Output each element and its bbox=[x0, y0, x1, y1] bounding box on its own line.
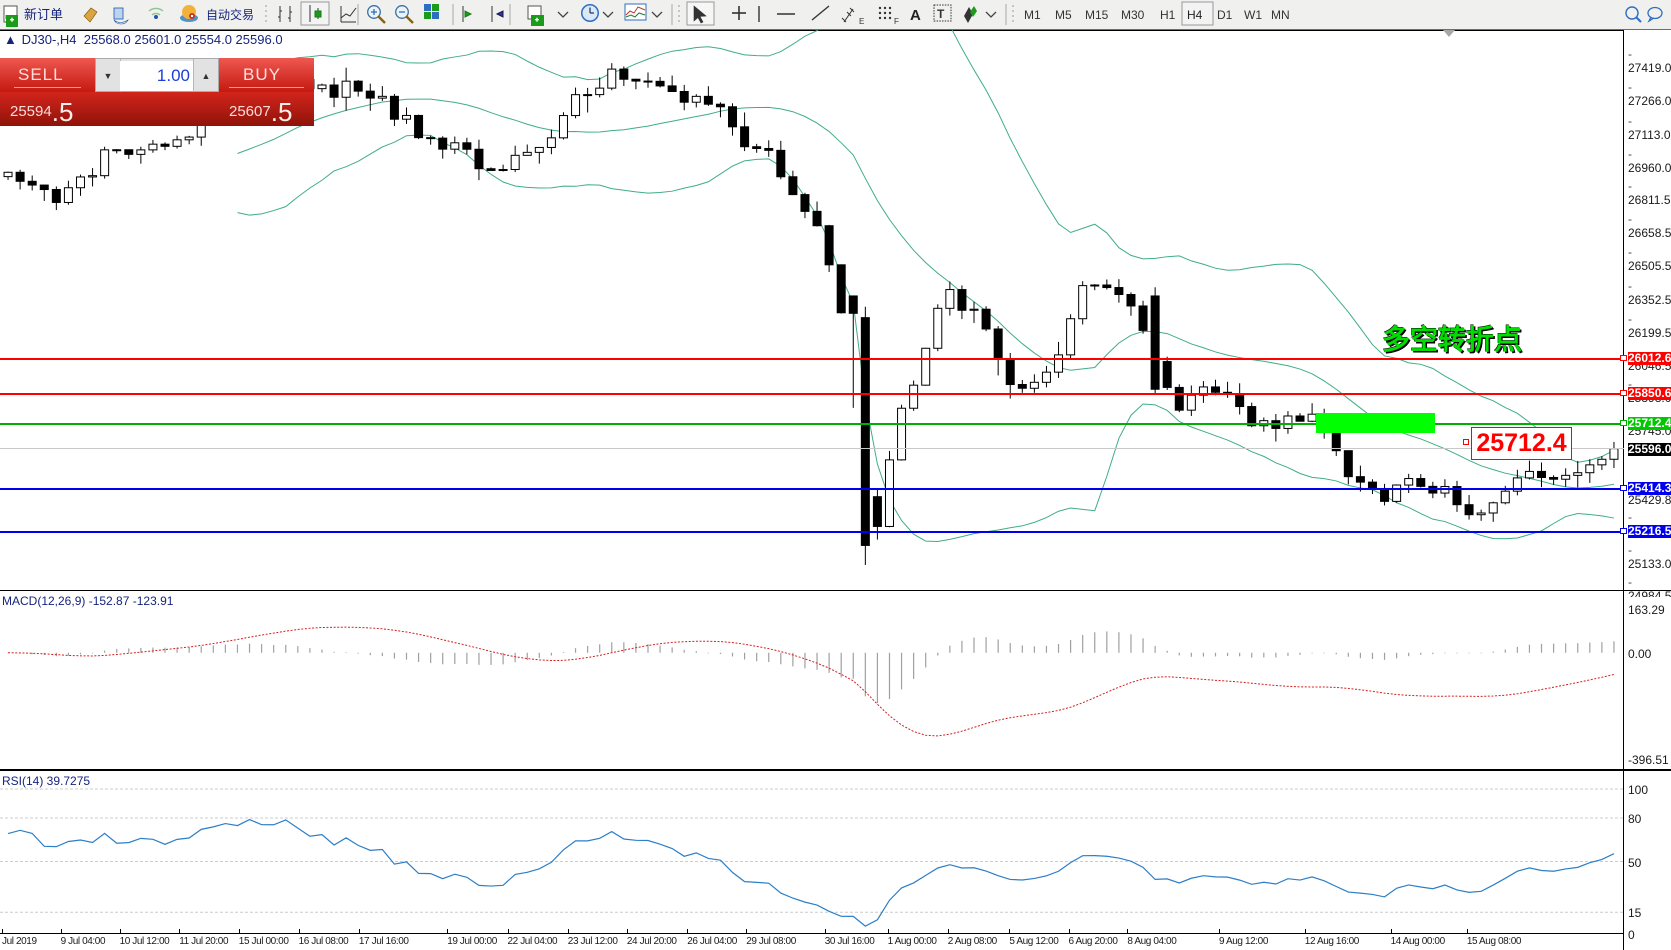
svg-text:E: E bbox=[859, 17, 864, 26]
svg-text:新订单: 新订单 bbox=[24, 7, 63, 22]
svg-text:M1: M1 bbox=[1024, 8, 1041, 22]
svg-text:M15: M15 bbox=[1085, 8, 1109, 22]
svg-text:T: T bbox=[937, 7, 945, 21]
svg-text:MN: MN bbox=[1271, 8, 1290, 22]
svg-text:F: F bbox=[894, 17, 899, 26]
svg-text:D1: D1 bbox=[1217, 8, 1233, 22]
svg-text:自动交易: 自动交易 bbox=[206, 7, 254, 22]
svg-text:H4: H4 bbox=[1187, 8, 1203, 22]
svg-text:M5: M5 bbox=[1055, 8, 1072, 22]
svg-text:M30: M30 bbox=[1121, 8, 1145, 22]
svg-text:W1: W1 bbox=[1244, 8, 1262, 22]
svg-text:H1: H1 bbox=[1160, 8, 1176, 22]
svg-text:A: A bbox=[910, 7, 921, 24]
